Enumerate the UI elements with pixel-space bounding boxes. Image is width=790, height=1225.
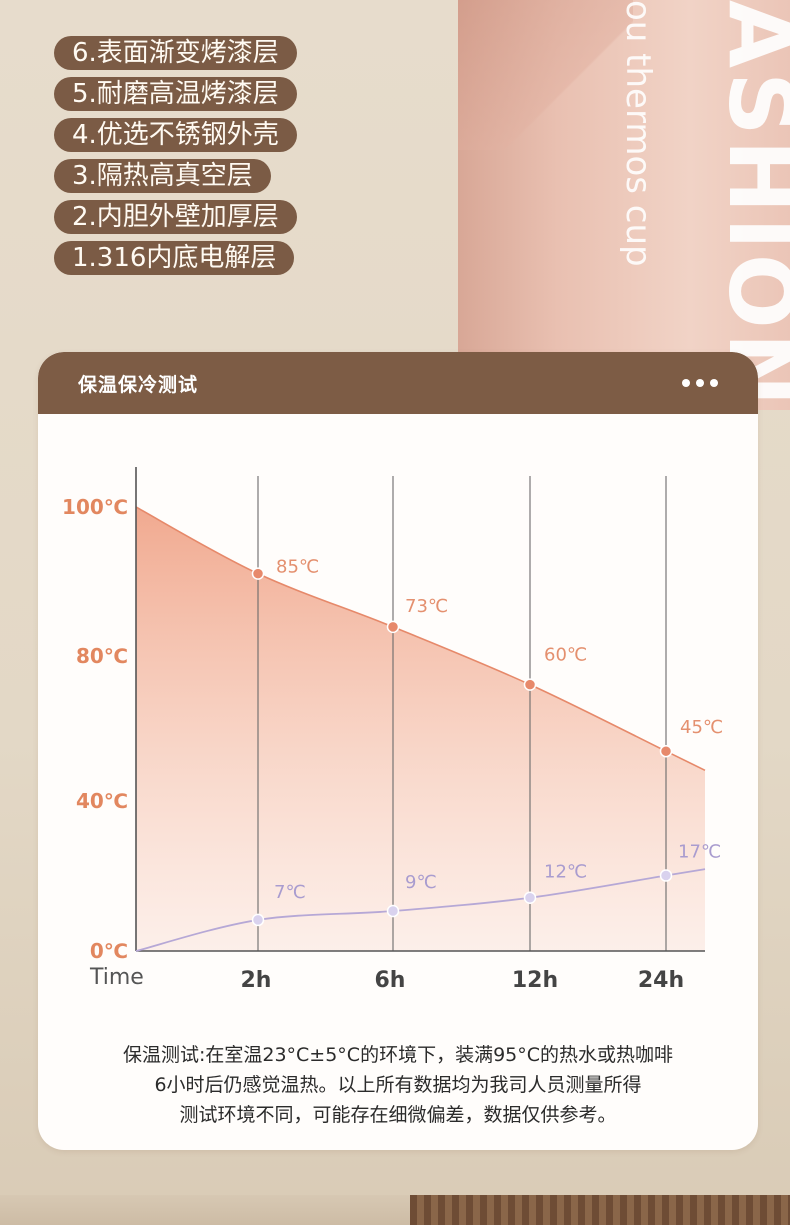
cold-point [659, 869, 673, 882]
hot-area [136, 507, 705, 951]
layer-pill-6: 6.表面渐变烤漆层 [54, 36, 297, 70]
bottom-shadow [0, 1195, 410, 1225]
card-title: 保温保冷测试 [78, 373, 199, 396]
layer-pill-3: 3.隔热高真空层 [54, 159, 271, 193]
note-line-2: 6小时后仍感觉温热。以上所有数据均为我司人员测量所得 [154, 1074, 642, 1096]
layer-pill-2: 2.内胆外壁加厚层 [54, 200, 297, 234]
cold-point-label: 7℃ [274, 882, 306, 903]
hot-point-label: 73℃ [405, 596, 448, 617]
hot-point [386, 620, 400, 634]
hot-point-label: 45℃ [680, 717, 723, 738]
layer-pill-1: 1.316内底电解层 [54, 241, 295, 275]
hot-point [251, 567, 265, 580]
note-line-3: 测试环境不同，可能存在细微偏差，数据仅供参考。 [179, 1104, 617, 1126]
product-tagline: ou thermos cup [618, 0, 658, 267]
x-axis-title: Time [89, 965, 144, 990]
test-card: 保温保冷测试 85℃ 73℃ 60℃ 45℃ 7℃ 9℃ 12℃ 17℃ 100℃ 80℃ 40℃ 0… [38, 352, 758, 1150]
layer-pill-4: 4.优选不锈钢外壳 [54, 118, 297, 152]
bottom-product-strip [410, 1195, 790, 1225]
more-dots-icon[interactable] [682, 379, 718, 387]
y-tick-label: 0℃ [90, 939, 128, 963]
x-tick-label: 6h [375, 968, 406, 993]
layer-pill-5: 5.耐磨高温烤漆层 [54, 77, 297, 111]
y-tick-label: 80℃ [76, 644, 128, 668]
layer-list: 6.表面渐变烤漆层 5.耐磨高温烤漆层 4.优选不锈钢外壳 3.隔热高真空层 2… [54, 36, 297, 282]
x-tick-label: 2h [241, 968, 272, 993]
hot-point-label: 60℃ [544, 645, 587, 666]
note-line-1: 保温测试:在室温23°C±5°C的环境下，装满95°C的热水或热咖啡 [122, 1044, 674, 1066]
cold-point-label: 17℃ [678, 842, 721, 863]
hot-point [659, 744, 673, 758]
cold-point [251, 913, 265, 927]
brand-text: ASHION [709, 0, 790, 411]
cold-point [386, 904, 400, 918]
product-fold-shadow [458, 0, 633, 150]
y-tick-label: 100℃ [62, 495, 128, 519]
card-header: 保温保冷测试 [38, 352, 758, 414]
x-tick-label: 24h [638, 968, 684, 993]
cold-point-label: 12℃ [544, 862, 587, 883]
hot-point-label: 85℃ [276, 557, 319, 578]
chart-area: 85℃ 73℃ 60℃ 45℃ 7℃ 9℃ 12℃ 17℃ 100℃ 80℃ 40℃ 0℃ Time 2h… [38, 414, 758, 1004]
x-tick-label: 12h [512, 968, 558, 993]
cold-point [523, 891, 537, 904]
cold-point-label: 9℃ [405, 872, 437, 893]
y-tick-label: 40℃ [76, 789, 128, 813]
test-note: 保温测试:在室温23°C±5°C的环境下，装满95°C的热水或热咖啡 6小时后仍… [38, 1040, 758, 1130]
hot-point [523, 678, 537, 691]
